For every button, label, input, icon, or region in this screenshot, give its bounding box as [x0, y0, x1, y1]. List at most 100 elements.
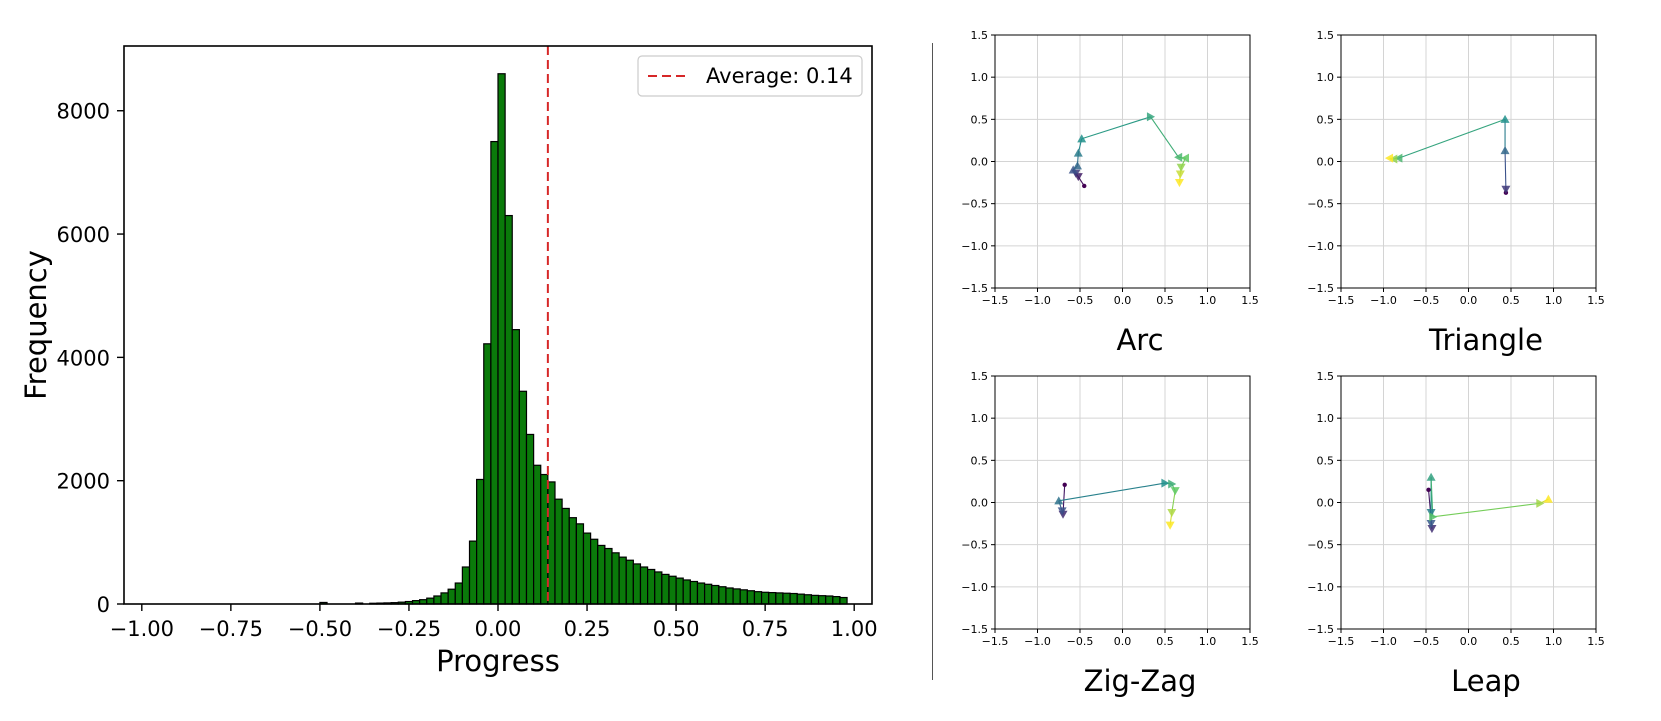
- histogram-bar: [597, 544, 606, 605]
- y-tick-label: −0.5: [1307, 198, 1334, 211]
- histogram-bar: [782, 592, 791, 605]
- histogram-bar: [732, 588, 741, 605]
- x-tick-label: −0.75: [199, 617, 263, 641]
- histogram-bar: [768, 591, 777, 605]
- histogram-tick-layer: −1.00 −0.75 −0.50 −0.25 0.00 0.25 0.50 0.75 1.00…: [57, 100, 878, 641]
- y-tick-label: 4000: [57, 346, 110, 370]
- histogram-bar: [440, 592, 449, 605]
- trajectory-plot-arc: −1.5 −1.0 −0.5 0.0 0.5 1.0 1.5 −1.5 −1.0 −0.5 0.0 0…: [961, 29, 1258, 307]
- y-tick-label: −0.5: [961, 539, 988, 552]
- plot-frame: [1340, 375, 1597, 630]
- trajectory-marker: [1073, 148, 1083, 157]
- x-tick-label: −1.5: [982, 635, 1009, 648]
- x-tick-label: 1.00: [831, 617, 878, 641]
- histogram-bar: [454, 582, 463, 605]
- histogram-bar: [568, 517, 577, 605]
- trajectory-marker: [1429, 512, 1438, 522]
- x-tick-label: 0.0: [1460, 294, 1478, 307]
- x-tick-label: −0.5: [1413, 635, 1440, 648]
- trajectory-marker: [1167, 509, 1177, 518]
- y-tick-label: 0.0: [971, 497, 989, 510]
- trajectory-marker: [1500, 146, 1510, 155]
- trajectory-segment: [1058, 482, 1166, 502]
- panel-divider: [932, 43, 933, 680]
- histogram-x-label: Progress: [436, 644, 560, 678]
- trajectory-marker: [1146, 112, 1156, 122]
- x-tick-label: −1.5: [1328, 294, 1355, 307]
- histogram-bar: [547, 481, 556, 605]
- x-tick-label: 1.5: [1587, 635, 1605, 648]
- trajectory-marker: [1068, 165, 1078, 174]
- histogram-bar: [703, 583, 713, 605]
- histogram-bar: [760, 591, 770, 605]
- trajectory-start-point: [1082, 183, 1087, 189]
- histogram-bar: [554, 498, 563, 605]
- histogram-bar: [497, 73, 506, 605]
- x-tick-label: 1.0: [1199, 635, 1217, 648]
- histogram-bar: [582, 532, 592, 605]
- histogram-bar: [525, 433, 535, 605]
- y-tick-label: 0: [97, 593, 110, 617]
- y-tick-label: −1.5: [961, 282, 988, 295]
- trajectory-marker: [1426, 519, 1436, 529]
- histogram-bar: [433, 595, 442, 605]
- y-tick-label: 0.5: [1317, 454, 1335, 467]
- histogram-bar: [575, 523, 585, 605]
- histogram-bar: [461, 566, 471, 605]
- histogram-bars: [319, 73, 848, 605]
- plot-frame: [994, 34, 1251, 289]
- x-tick-label: 1.0: [1199, 294, 1217, 307]
- trajectory-marker: [1384, 153, 1394, 163]
- histogram-bar: [639, 566, 649, 605]
- x-tick-label: 1.5: [1587, 294, 1605, 307]
- x-tick-label: 0.00: [475, 617, 522, 641]
- y-tick-label: 0.0: [1317, 497, 1335, 510]
- histogram-legend: Average: 0.14: [637, 55, 863, 97]
- histogram-bar: [632, 563, 642, 605]
- x-tick-label: 0.0: [1114, 294, 1132, 307]
- y-tick-label: 1.5: [1317, 370, 1335, 383]
- y-tick-label: −1.0: [1307, 581, 1334, 594]
- histogram-bar: [426, 597, 435, 605]
- trajectory-start-point: [1426, 487, 1431, 493]
- trajectory-start-point: [1062, 482, 1067, 487]
- x-tick-label: 1.5: [1241, 635, 1259, 648]
- y-tick-label: 8000: [57, 100, 110, 124]
- histogram-bar: [839, 596, 848, 605]
- trajectory-title-arc: Arc: [1116, 323, 1164, 357]
- trajectory-segment: [1081, 116, 1151, 140]
- y-tick-label: 1.0: [971, 412, 989, 425]
- histogram-bar: [533, 464, 542, 605]
- y-tick-label: 1.5: [971, 29, 989, 42]
- histogram-bar: [483, 343, 492, 605]
- x-tick-label: −0.25: [377, 617, 441, 641]
- x-tick-label: 0.5: [1156, 635, 1174, 648]
- x-tick-label: −1.5: [1328, 635, 1355, 648]
- histogram-bar: [447, 588, 456, 605]
- y-tick-label: −1.0: [961, 240, 988, 253]
- y-tick-label: 1.0: [1317, 412, 1335, 425]
- x-tick-label: −1.0: [1370, 294, 1397, 307]
- x-tick-label: −0.50: [288, 617, 352, 641]
- histogram-bar: [625, 559, 634, 605]
- x-tick-label: 0.5: [1156, 294, 1174, 307]
- trajectory-marker: [1536, 498, 1545, 508]
- histogram-bar: [682, 579, 691, 605]
- y-tick-label: −1.5: [961, 623, 988, 636]
- histogram-bar: [511, 329, 520, 605]
- x-tick-label: −0.5: [1413, 294, 1440, 307]
- y-tick-label: 0.5: [971, 454, 989, 467]
- y-tick-label: −1.5: [1307, 282, 1334, 295]
- x-tick-label: −1.0: [1024, 294, 1051, 307]
- histogram-bar: [561, 507, 570, 605]
- histogram-bar: [725, 587, 734, 605]
- trajectory-marker: [1077, 134, 1087, 143]
- y-tick-label: 1.0: [1317, 71, 1335, 84]
- x-tick-label: 0.0: [1460, 635, 1478, 648]
- y-tick-label: −1.0: [1307, 240, 1334, 253]
- trajectory-plot-leap: −1.5 −1.0 −0.5 0.0 0.5 1.0 1.5 −1.5 −1.0 −0.5 0.0 0…: [1307, 370, 1605, 648]
- y-tick-label: 1.5: [971, 370, 989, 383]
- histogram-bar: [775, 592, 784, 605]
- x-tick-label: 1.0: [1545, 635, 1563, 648]
- trajectory-segment: [1432, 502, 1540, 518]
